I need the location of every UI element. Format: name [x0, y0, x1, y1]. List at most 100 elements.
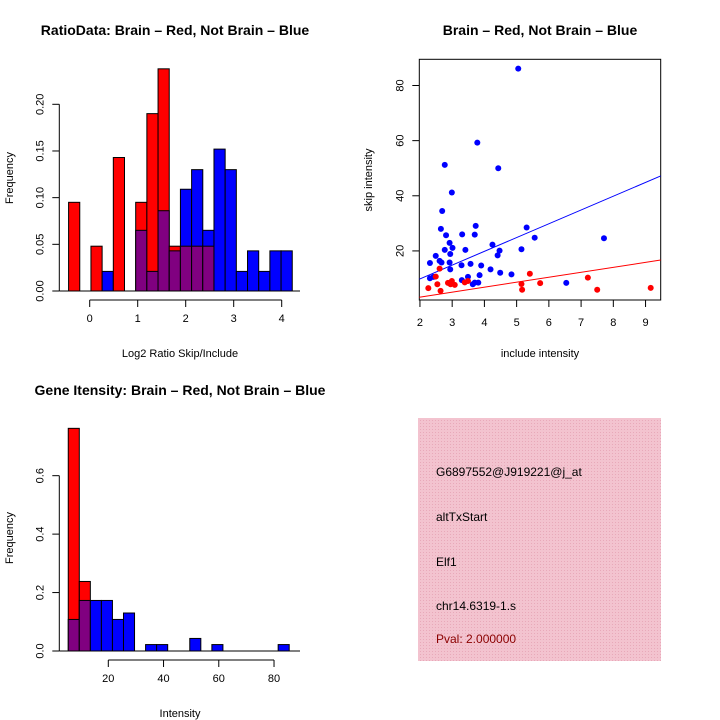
fit-line-not-brain	[419, 175, 661, 280]
event-type: altTxStart	[436, 510, 488, 524]
point-not-brain	[508, 271, 515, 278]
point-brain	[537, 280, 544, 287]
point-not-brain	[448, 189, 455, 196]
x-tick-label: 9	[642, 317, 648, 329]
x-tick-label: 8	[610, 317, 616, 329]
bar-not-brain	[100, 599, 113, 652]
bar-overlap	[135, 229, 148, 292]
y-tick-label: 0.10	[34, 187, 46, 208]
point-not-brain	[443, 232, 450, 239]
bar-not-brain	[258, 270, 271, 292]
bar-not-brain	[111, 618, 124, 652]
point-brain	[425, 285, 432, 292]
point-not-brain	[472, 222, 479, 229]
point-not-brain	[495, 165, 502, 172]
point-not-brain	[518, 246, 525, 253]
ratio-histogram-ylabel: Frequency	[4, 152, 16, 204]
y-tick-label: 0.4	[34, 526, 46, 541]
point-not-brain	[487, 266, 494, 273]
point-not-brain	[523, 224, 530, 231]
bar-overlap	[179, 245, 193, 292]
point-not-brain	[446, 259, 453, 266]
point-not-brain	[471, 231, 478, 238]
point-brain	[519, 286, 526, 293]
gene-intensity-histogram: Gene Itensity: Brain – Red, Not Brain – …	[4, 382, 326, 720]
bar-overlap	[191, 245, 204, 292]
point-not-brain	[478, 262, 485, 269]
point-brain	[647, 284, 654, 291]
bar-not-brain	[145, 644, 158, 652]
point-not-brain	[459, 231, 466, 238]
pval: Pval: 2.000000	[436, 632, 516, 646]
location: chr14.6319-1.s	[436, 599, 516, 613]
point-not-brain	[441, 161, 448, 168]
y-tick-label: 0.6	[34, 468, 46, 483]
ratio-histogram-title: RatioData: Brain – Red, Not Brain – Blue	[41, 22, 310, 38]
info-panel: G6897552@J919221@j_at altTxStart Elf1 ch…	[418, 418, 661, 661]
point-not-brain	[531, 234, 538, 241]
point-not-brain	[458, 262, 465, 269]
point-not-brain	[600, 235, 607, 242]
point-brain	[594, 286, 601, 293]
scatter-ylabel: skip intensity	[363, 148, 375, 211]
x-tick-label: 80	[268, 673, 280, 685]
y-tick-label: 0.05	[34, 234, 46, 255]
point-not-brain	[447, 266, 454, 273]
y-tick-label: 0.15	[34, 140, 46, 161]
y-tick-label: 0.20	[34, 94, 46, 115]
bar-brain	[146, 113, 159, 292]
x-tick-label: 20	[102, 673, 114, 685]
point-brain	[464, 277, 471, 284]
x-tick-label: 2	[417, 317, 423, 329]
probe-id: G6897552@J919221@j_at	[436, 465, 582, 479]
point-not-brain	[497, 269, 504, 276]
y-tick-label: 0.0	[34, 643, 46, 658]
point-not-brain	[447, 250, 454, 257]
point-not-brain	[426, 260, 433, 267]
gene-histogram-ylabel: Frequency	[4, 512, 16, 564]
bar-overlap	[78, 599, 91, 652]
bar-not-brain	[280, 250, 293, 292]
fit-line-brain	[419, 259, 661, 298]
point-brain	[436, 265, 443, 272]
x-tick-label: 2	[183, 313, 189, 325]
point-not-brain	[494, 252, 501, 259]
point-not-brain	[469, 281, 476, 288]
point-not-brain	[449, 244, 456, 251]
gene-histogram-title: Gene Itensity: Brain – Red, Not Brain – …	[35, 382, 326, 398]
x-tick-label: 0	[87, 313, 93, 325]
bar-overlap	[146, 270, 159, 292]
x-tick-label: 3	[449, 317, 455, 329]
point-brain	[437, 287, 444, 294]
bar-brain	[112, 157, 126, 292]
gene-name: Elf1	[436, 555, 457, 569]
gene-histogram-xlabel: Intensity	[160, 708, 201, 720]
point-not-brain	[467, 260, 474, 267]
bar-overlap	[67, 618, 80, 652]
bar-overlap	[168, 250, 181, 292]
point-not-brain	[441, 246, 448, 253]
bar-brain	[67, 427, 80, 652]
x-tick-label: 5	[514, 317, 520, 329]
y-tick-label: 60	[394, 135, 406, 147]
x-tick-label: 1	[135, 313, 141, 325]
point-not-brain	[438, 259, 445, 266]
x-tick-label: 40	[157, 673, 169, 685]
point-not-brain	[464, 273, 471, 280]
point-not-brain	[515, 65, 522, 72]
point-brain	[518, 281, 525, 288]
point-brain	[432, 273, 439, 280]
ratio-histogram-xlabel: Log2 Ratio Skip/Include	[122, 348, 238, 360]
point-not-brain	[563, 279, 570, 286]
x-tick-label: 4	[481, 317, 487, 329]
bar-not-brain	[89, 599, 102, 652]
bar-overlap	[202, 245, 215, 292]
bar-brain	[90, 245, 103, 292]
bar-not-brain	[213, 148, 226, 292]
point-not-brain	[489, 241, 496, 248]
bar-not-brain	[156, 644, 169, 652]
x-tick-label: 3	[231, 313, 237, 325]
point-not-brain	[496, 247, 503, 254]
x-tick-label: 7	[578, 317, 584, 329]
